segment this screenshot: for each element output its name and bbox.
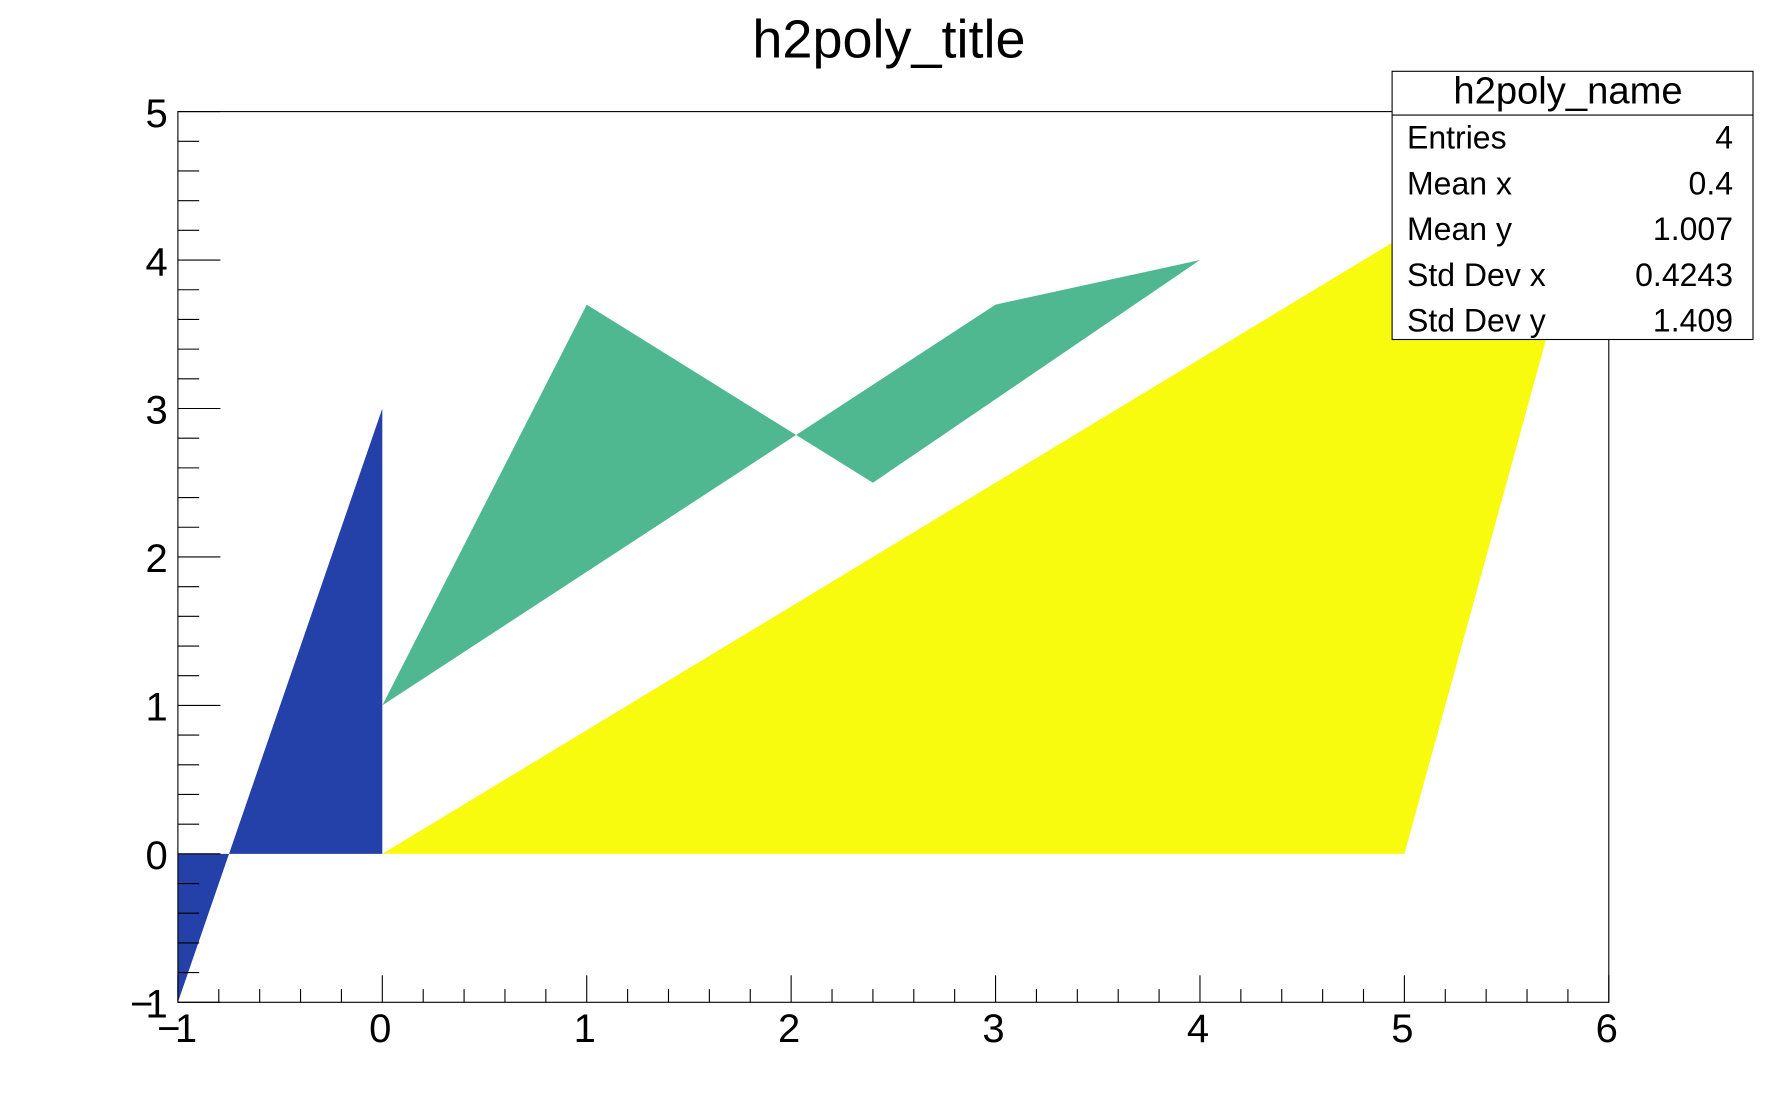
svg-text:1.007: 1.007 [1653, 211, 1733, 247]
svg-text:1: 1 [175, 1007, 197, 1051]
svg-text:1: 1 [146, 686, 168, 730]
svg-text:Mean x: Mean x [1407, 165, 1512, 201]
svg-text:2: 2 [146, 537, 168, 581]
svg-text:1.409: 1.409 [1653, 303, 1733, 339]
svg-text:5: 5 [146, 92, 168, 136]
svg-text:4: 4 [1187, 1007, 1209, 1051]
svg-text:1: 1 [146, 983, 168, 1027]
svg-text:6: 6 [1596, 1007, 1618, 1051]
svg-text:h2poly_name: h2poly_name [1453, 69, 1682, 112]
svg-text:4: 4 [146, 240, 168, 284]
svg-text:Std Dev x: Std Dev x [1407, 257, 1546, 293]
svg-text:5: 5 [1391, 1007, 1413, 1051]
svg-text:Entries: Entries [1407, 120, 1507, 156]
svg-text:0: 0 [369, 1007, 391, 1051]
svg-text:4: 4 [1715, 120, 1733, 156]
svg-text:2: 2 [778, 1007, 800, 1051]
svg-text:3: 3 [146, 389, 168, 433]
svg-text:0: 0 [146, 834, 168, 878]
svg-text:0.4243: 0.4243 [1635, 257, 1733, 293]
svg-text:−: − [157, 1007, 180, 1051]
svg-text:h2poly_title: h2poly_title [752, 10, 1025, 70]
svg-text:Mean y: Mean y [1407, 211, 1512, 247]
svg-text:−: − [130, 983, 153, 1027]
svg-text:3: 3 [982, 1007, 1004, 1051]
svg-text:Std Dev y: Std Dev y [1407, 303, 1546, 339]
svg-text:0.4: 0.4 [1689, 165, 1733, 201]
svg-text:1: 1 [574, 1007, 596, 1051]
